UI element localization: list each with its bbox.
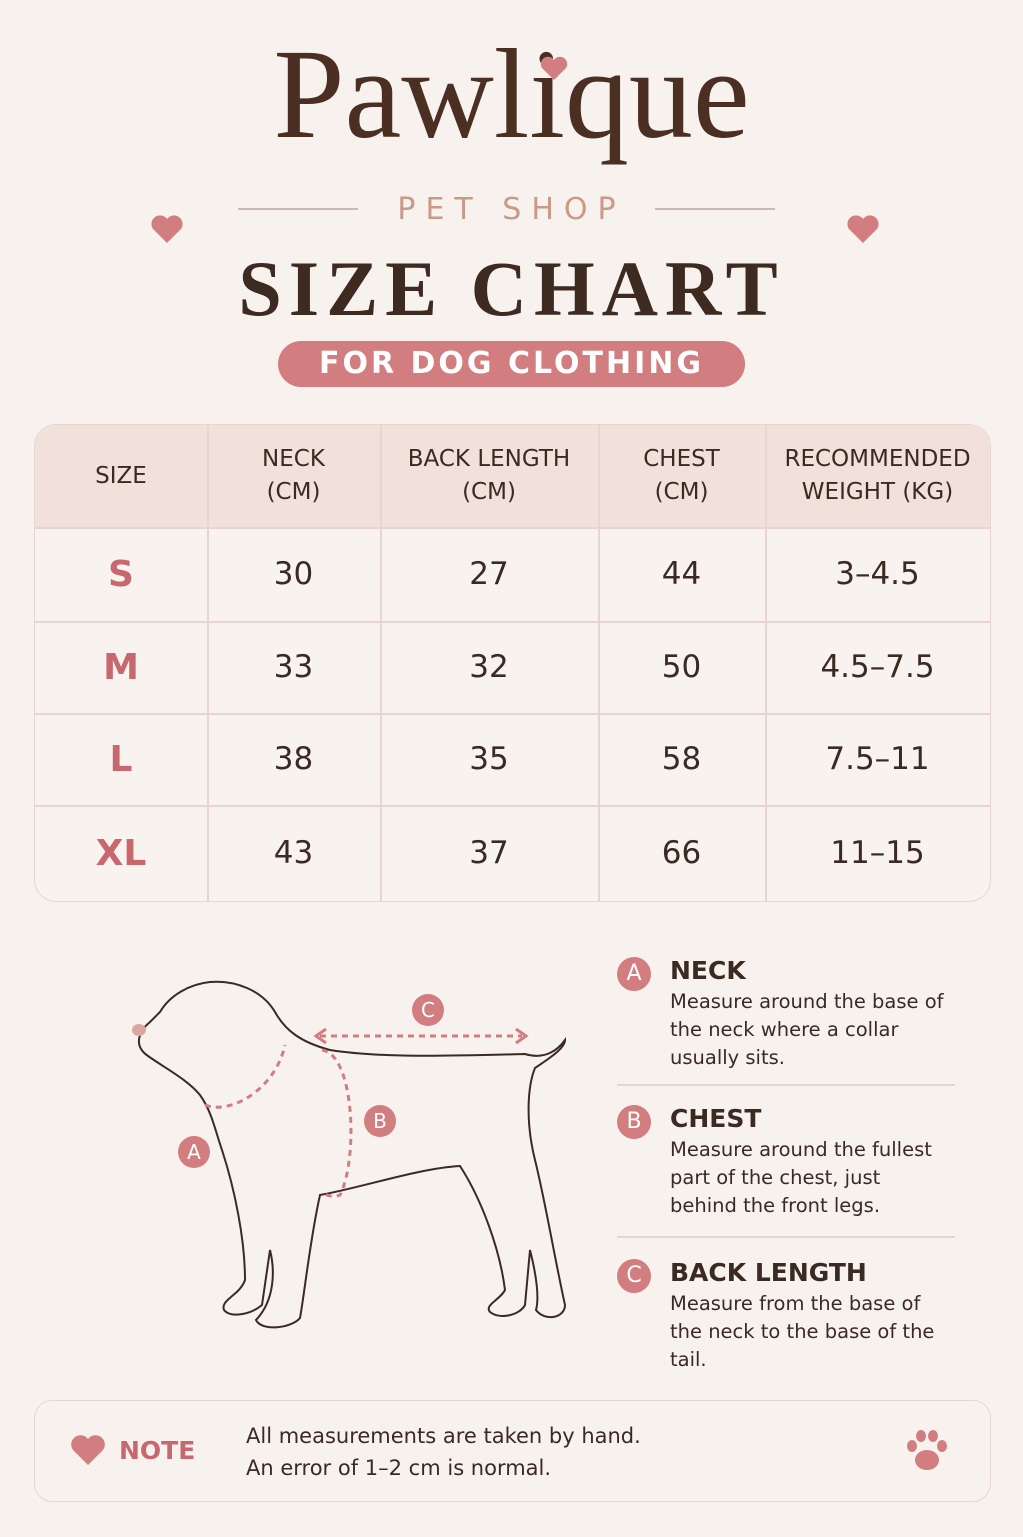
guide-text: Measure from the base of the neck to the…	[670, 1292, 935, 1371]
table-cell: 30	[273, 556, 314, 592]
guide-title: NECK	[670, 956, 746, 985]
badge: FOR DOG CLOTHING	[278, 341, 745, 387]
table-cell: 38	[273, 741, 314, 777]
table-cell: 43	[273, 835, 314, 871]
guide-letter: A	[617, 957, 651, 991]
note-text: All measurements are taken by hand. An e…	[246, 1420, 641, 1484]
guide-letter: B	[617, 1105, 651, 1139]
guide-title: CHEST	[670, 1104, 762, 1133]
divider	[238, 208, 358, 210]
dog-diagram: A B C	[132, 980, 567, 1329]
size-label: L	[109, 738, 133, 780]
size-label: M	[103, 646, 139, 688]
row-divider	[35, 527, 990, 529]
heart-icon	[71, 1435, 105, 1465]
size-label: S	[108, 553, 134, 595]
table-cell: 37	[469, 835, 509, 871]
header-line: SIZE	[95, 462, 147, 489]
table-cell: 44	[661, 556, 702, 592]
guide-text: Measure around the fullest part of the c…	[670, 1138, 932, 1217]
table-header	[35, 425, 990, 527]
table-cell: 7.5–11	[825, 741, 930, 777]
column-divider	[380, 425, 382, 901]
guide-letter: C	[617, 1259, 651, 1293]
table-cell: 32	[469, 649, 509, 685]
row-divider	[35, 621, 990, 623]
divider	[617, 1084, 955, 1086]
table-cell: 35	[469, 741, 509, 777]
note-label: NOTE	[119, 1436, 196, 1465]
guide-text: Measure around the base of the neck wher…	[670, 990, 944, 1069]
header-line: RECOMMENDED	[784, 446, 971, 472]
divider	[655, 208, 775, 210]
column-divider	[598, 425, 600, 901]
column-header: BACK LENGTH (CM)	[380, 425, 598, 527]
dog-label: A	[187, 1140, 201, 1164]
row-divider	[35, 805, 990, 807]
column-header: SIZE	[35, 425, 207, 527]
table-cell: 66	[661, 835, 702, 871]
title: SIZE CHART	[238, 245, 785, 332]
column-divider	[207, 425, 209, 901]
row-divider	[35, 713, 990, 715]
table-cell: 58	[661, 741, 702, 777]
column-header: RECOMMENDED WEIGHT (KG)	[765, 425, 990, 527]
table-cell: 4.5–7.5	[820, 649, 935, 685]
subtitle: PET SHOP	[397, 192, 626, 227]
guide-title: BACK LENGTH	[670, 1258, 867, 1287]
header-line: (CM)	[266, 479, 321, 505]
table-cell: 27	[469, 556, 509, 592]
note-line: All measurements are taken by hand.	[246, 1424, 641, 1448]
header-line: (CM)	[462, 479, 516, 505]
table-cell: 33	[273, 649, 314, 685]
note-line: An error of 1–2 cm is normal.	[246, 1456, 552, 1480]
column-header: NECK (CM)	[207, 425, 380, 527]
header-line: CHEST	[643, 446, 720, 472]
header-line: (CM)	[654, 479, 709, 505]
header-line: NECK	[262, 446, 325, 472]
header-line: WEIGHT (KG)	[801, 479, 954, 505]
column-divider	[765, 425, 767, 901]
table-cell: 11–15	[830, 835, 925, 871]
table-cell: 3–4.5	[835, 556, 920, 592]
paw-icon	[907, 1430, 947, 1470]
dog-label: C	[421, 998, 435, 1022]
dog-label: B	[373, 1109, 387, 1133]
divider	[617, 1236, 955, 1238]
column-header: CHEST (CM)	[598, 425, 765, 527]
table-cell: 50	[661, 649, 702, 685]
hearts	[151, 56, 879, 243]
brand: Pawlique	[273, 23, 750, 165]
size-label: XL	[95, 832, 147, 874]
size-table: SIZE NECK (CM) BACK LENGTH (CM) CHEST (CM) RECO…	[34, 424, 991, 902]
note-box	[34, 1400, 991, 1502]
header-line: BACK LENGTH	[407, 446, 571, 472]
